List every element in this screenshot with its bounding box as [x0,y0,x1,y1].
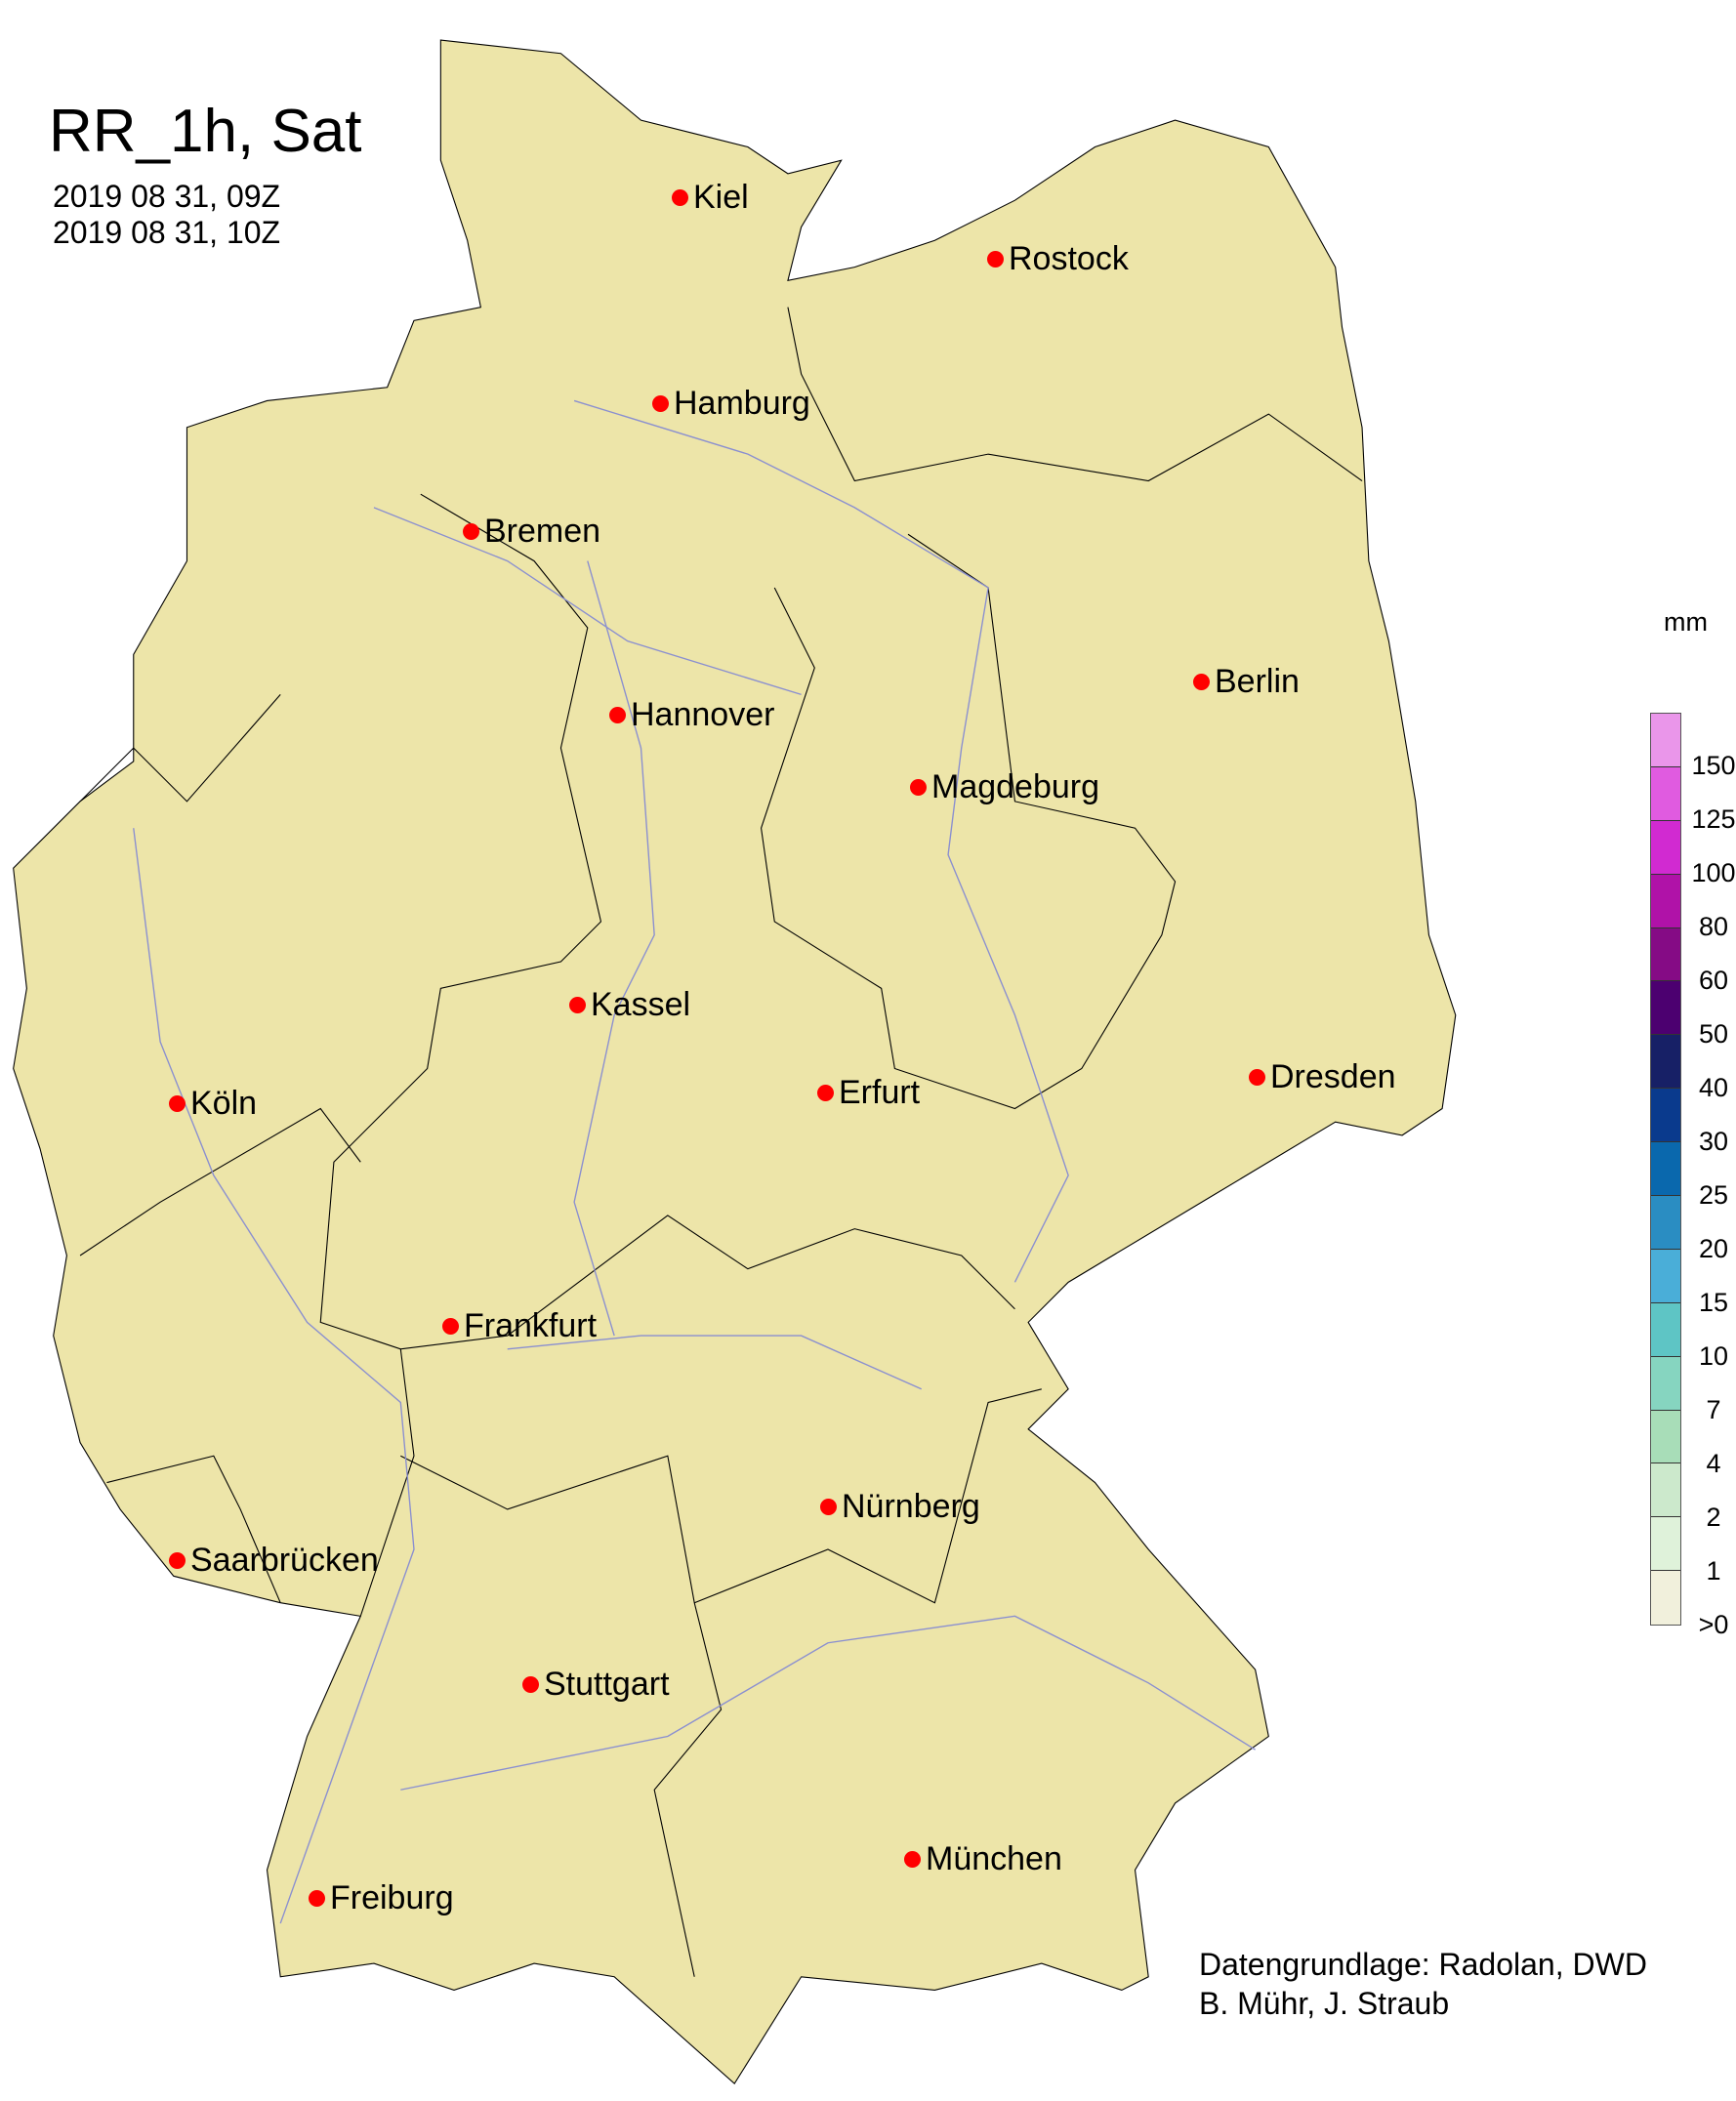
city-label: Kiel [693,179,749,216]
city-label: Stuttgart [544,1666,670,1703]
city-marker [904,1851,921,1868]
city-label: München [926,1840,1062,1877]
legend-swatch [1651,1196,1680,1250]
legend-tick: 80 [1698,912,1729,941]
legend-swatch [1651,1517,1680,1572]
legend-swatch [1651,1356,1680,1411]
city-marker [522,1676,539,1693]
city-marker [652,395,669,412]
city-marker [1249,1069,1265,1086]
city-label: Magdeburg [931,768,1100,805]
legend-colorbar [1650,713,1681,1627]
map-title: RR_1h, Sat [49,98,362,165]
legend-swatch [1651,714,1680,767]
city-marker [309,1890,325,1907]
city-marker [442,1318,459,1335]
legend-swatch [1651,1089,1680,1143]
city-marker [817,1085,834,1101]
legend-swatch [1651,1302,1680,1357]
rivers [133,399,1256,1924]
time-start: 2019 08 31, 09Z [53,179,281,214]
legend-swatch [1651,1035,1680,1090]
city-label: Köln [190,1085,258,1122]
city-label: Kassel [591,986,691,1023]
city-label: Erfurt [839,1074,921,1111]
city-label: Saarbrücken [190,1542,379,1579]
legend-tick: 20 [1698,1234,1729,1263]
city-label: Hamburg [674,385,810,422]
legend-swatch [1651,981,1680,1036]
city-label: Rostock [1009,240,1129,277]
legend-tick: 2 [1706,1503,1721,1532]
city-marker [169,1095,186,1112]
city-label: Berlin [1215,663,1300,700]
legend-tick: 60 [1698,966,1729,995]
legend-swatch [1651,874,1680,928]
legend-tick: 25 [1698,1180,1729,1210]
city-label: Hannover [631,696,775,733]
legend-tick: 50 [1698,1019,1729,1049]
legend-swatch [1651,1410,1680,1464]
city-marker [1193,674,1210,690]
city-marker [820,1499,837,1515]
legend-swatch [1651,1249,1680,1303]
legend-tick: 1 [1706,1556,1721,1586]
city-marker [169,1552,186,1569]
legend-tick: 15 [1698,1288,1729,1317]
city-label: Dresden [1270,1058,1396,1095]
city-marker [569,997,586,1013]
city-label: Nürnberg [842,1488,980,1525]
legend-tick: 30 [1698,1127,1729,1156]
city-marker [672,189,688,206]
legend-tick: 125 [1691,804,1736,834]
legend-tick: 7 [1706,1395,1721,1424]
legend-swatch [1651,820,1680,875]
city-label: Frankfurt [464,1307,598,1344]
legend-unit: mm [1664,607,1708,637]
legend-tick: 40 [1698,1073,1729,1102]
legend-swatch [1651,1142,1680,1197]
legend-tick: 100 [1691,858,1736,887]
city-label: Freiburg [330,1879,454,1916]
state-borders [79,307,1363,1977]
legend-tick: 150 [1691,751,1736,780]
legend-swatch [1651,1463,1680,1518]
legend-tick: 4 [1706,1449,1721,1478]
credit-source: Datengrundlage: Radolan, DWD [1199,1947,1647,1982]
germany-land [13,39,1457,2085]
city-marker [609,707,626,723]
credit-authors: B. Mühr, J. Straub [1199,1986,1450,2021]
city-marker [463,523,479,540]
city-marker [910,779,927,796]
legend-tick: >0 [1698,1610,1729,1639]
legend-swatch [1651,766,1680,821]
city-label: Bremen [484,513,601,550]
legend-swatch [1651,1571,1680,1626]
time-end: 2019 08 31, 10Z [53,215,281,250]
legend-tick: 10 [1698,1341,1729,1371]
legend-swatch [1651,927,1680,982]
city-marker [987,251,1004,268]
